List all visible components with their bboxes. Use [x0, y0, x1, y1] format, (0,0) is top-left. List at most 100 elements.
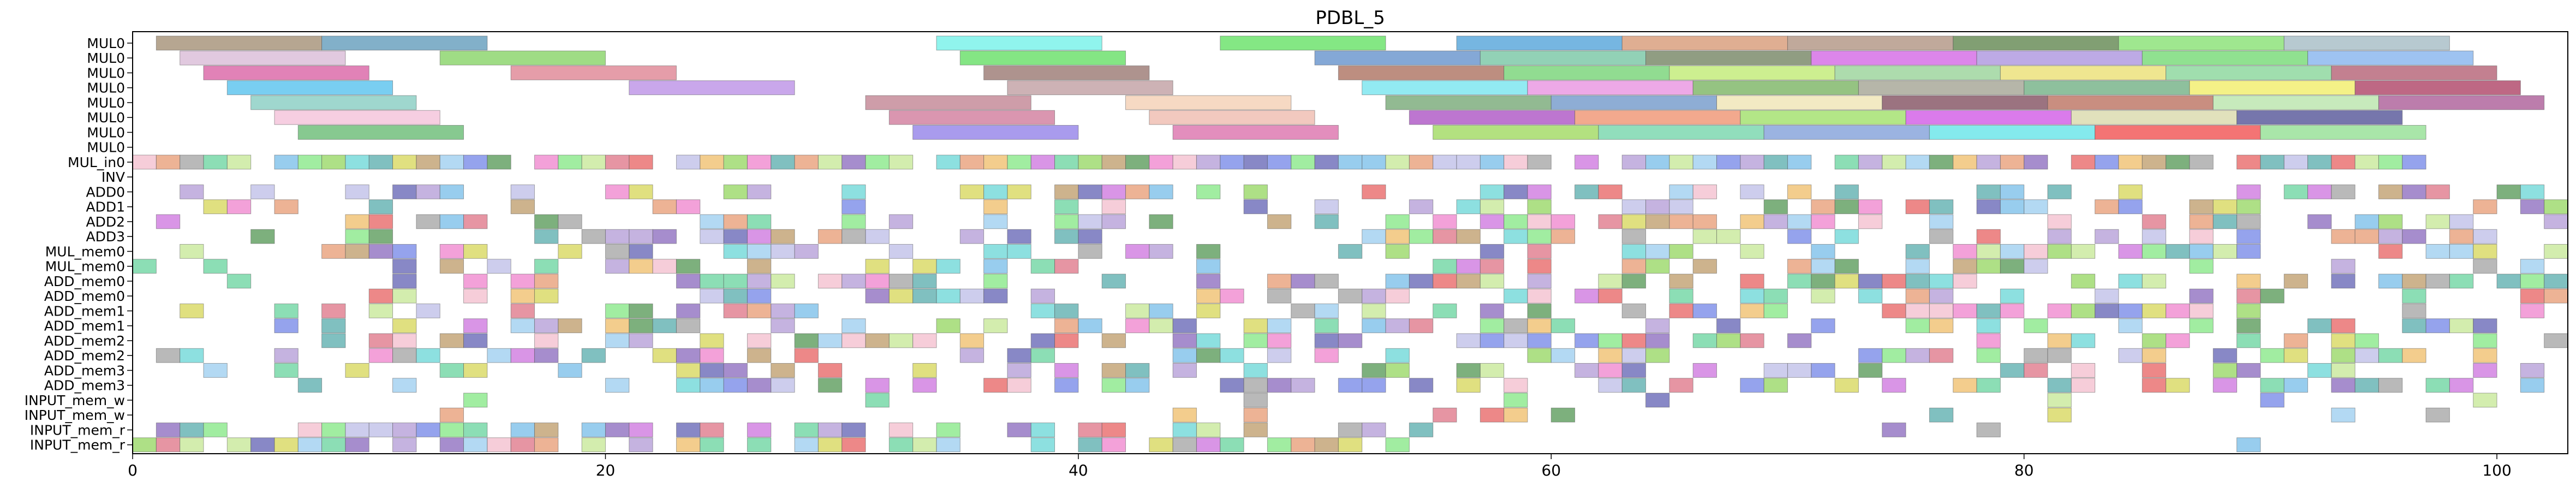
gantt-op-block — [1669, 185, 1694, 199]
gantt-op-block — [2402, 348, 2426, 363]
gantt-bar — [2307, 50, 2474, 66]
gantt-bar — [2237, 110, 2403, 125]
gantt-op-block — [605, 318, 630, 334]
gantt-op-block — [1149, 318, 1173, 334]
gantt-op-block — [2449, 318, 2474, 334]
gantt-op-block — [1953, 155, 1977, 170]
gantt-op-block — [1551, 229, 1576, 244]
gantt-op-block — [1338, 244, 1363, 259]
gantt-op-block — [794, 333, 819, 348]
gantt-op-block — [771, 318, 795, 334]
gantt-op-block — [1905, 288, 1930, 304]
gantt-op-block — [747, 244, 772, 259]
gantt-op-block — [2283, 155, 2308, 170]
gantt-bar — [2260, 125, 2426, 140]
gantt-op-block — [1456, 378, 1481, 393]
gantt-op-block — [1433, 407, 1457, 423]
gantt-op-block — [2047, 304, 2072, 318]
gantt-op-block — [723, 229, 748, 244]
gantt-bar — [1669, 66, 1835, 80]
gantt-op-block — [676, 318, 701, 334]
gantt-op-block — [2331, 229, 2356, 244]
gantt-op-block — [1787, 229, 1812, 244]
gantt-op-block — [2095, 304, 2119, 318]
gantt-bar — [1362, 80, 1528, 96]
gantt-op-block — [156, 348, 181, 363]
gantt-op-block — [1243, 333, 1268, 348]
gantt-op-block — [534, 423, 559, 437]
gantt-op-block — [1598, 378, 1623, 393]
gantt-op-block — [1504, 393, 1528, 408]
gantt-op-block — [676, 437, 701, 453]
gantt-op-block — [2142, 274, 2167, 289]
gantt-op-block — [723, 288, 748, 304]
gantt-op-block — [1243, 318, 1268, 334]
gantt-op-block — [1480, 244, 1505, 259]
gantt-op-block — [510, 185, 535, 199]
gantt-op-block — [1196, 437, 1221, 453]
gantt-op-block — [1433, 259, 1457, 274]
gantt-op-block — [439, 407, 464, 423]
gantt-op-block — [1172, 363, 1197, 378]
gantt-op-block — [1504, 378, 1528, 393]
gantt-op-block — [1362, 304, 1386, 318]
gantt-op-block — [581, 155, 606, 170]
gantt-op-block — [2166, 155, 2190, 170]
gantt-op-block — [2378, 378, 2403, 393]
gantt-op-block — [1243, 393, 1268, 408]
gantt-op-block — [1054, 259, 1079, 274]
gantt-op-block — [959, 229, 985, 244]
gantt-op-block — [297, 378, 323, 393]
y-tick-label: MUL_mem0 — [45, 259, 125, 275]
gantt-op-block — [180, 423, 204, 437]
gantt-op-block — [1669, 155, 1694, 170]
gantt-op-block — [2118, 185, 2143, 199]
gantt-op-block — [1882, 378, 1906, 393]
gantt-op-block — [1362, 185, 1386, 199]
gantt-op-block — [1291, 304, 1315, 318]
gantt-op-block — [1007, 423, 1031, 437]
gantt-op-block — [1834, 274, 1859, 289]
gantt-op-block — [747, 259, 772, 274]
gantt-op-block — [1385, 318, 1410, 334]
gantt-op-block — [345, 423, 369, 437]
gantt-op-block — [1976, 318, 2001, 334]
gantt-op-block — [1409, 274, 1434, 289]
gantt-op-block — [2283, 185, 2308, 199]
gantt-op-block — [1385, 244, 1410, 259]
gantt-op-block — [747, 378, 772, 393]
gantt-op-block — [2307, 318, 2332, 334]
gantt-op-block — [581, 348, 606, 363]
gantt-op-block — [2071, 274, 2096, 289]
gantt-op-block — [1314, 199, 1339, 215]
gantt-op-block — [1882, 304, 1906, 318]
gantt-op-block — [392, 423, 417, 437]
gantt-op-block — [771, 244, 795, 259]
gantt-op-block — [368, 199, 393, 215]
gantt-op-block — [1409, 378, 1434, 393]
gantt-op-block — [1787, 214, 1812, 229]
gantt-op-block — [1338, 378, 1363, 393]
gantt-op-block — [842, 437, 866, 453]
gantt-op-block — [747, 185, 772, 199]
gantt-op-block — [1362, 155, 1386, 170]
gantt-op-block — [676, 378, 701, 393]
gantt-op-block — [1929, 407, 1954, 423]
gantt-bar — [1551, 95, 1717, 110]
gantt-bar — [1527, 80, 1694, 96]
gantt-op-block — [2071, 363, 2096, 378]
gantt-op-block — [1172, 348, 1197, 363]
gantt-bar — [156, 35, 323, 51]
y-tick-label: ADD_mem2 — [44, 348, 125, 364]
gantt-op-block — [1243, 199, 1268, 215]
gantt-op-block — [1196, 423, 1221, 437]
gantt-op-block — [1314, 304, 1339, 318]
gantt-op-block — [1858, 155, 1883, 170]
gantt-op-block — [558, 155, 582, 170]
gantt-op-block — [1172, 318, 1197, 334]
gantt-bar — [1007, 80, 1173, 96]
gantt-op-block — [629, 423, 653, 437]
gantt-op-block — [1953, 274, 1977, 289]
gantt-op-block — [1220, 155, 1244, 170]
gantt-op-block — [439, 363, 464, 378]
